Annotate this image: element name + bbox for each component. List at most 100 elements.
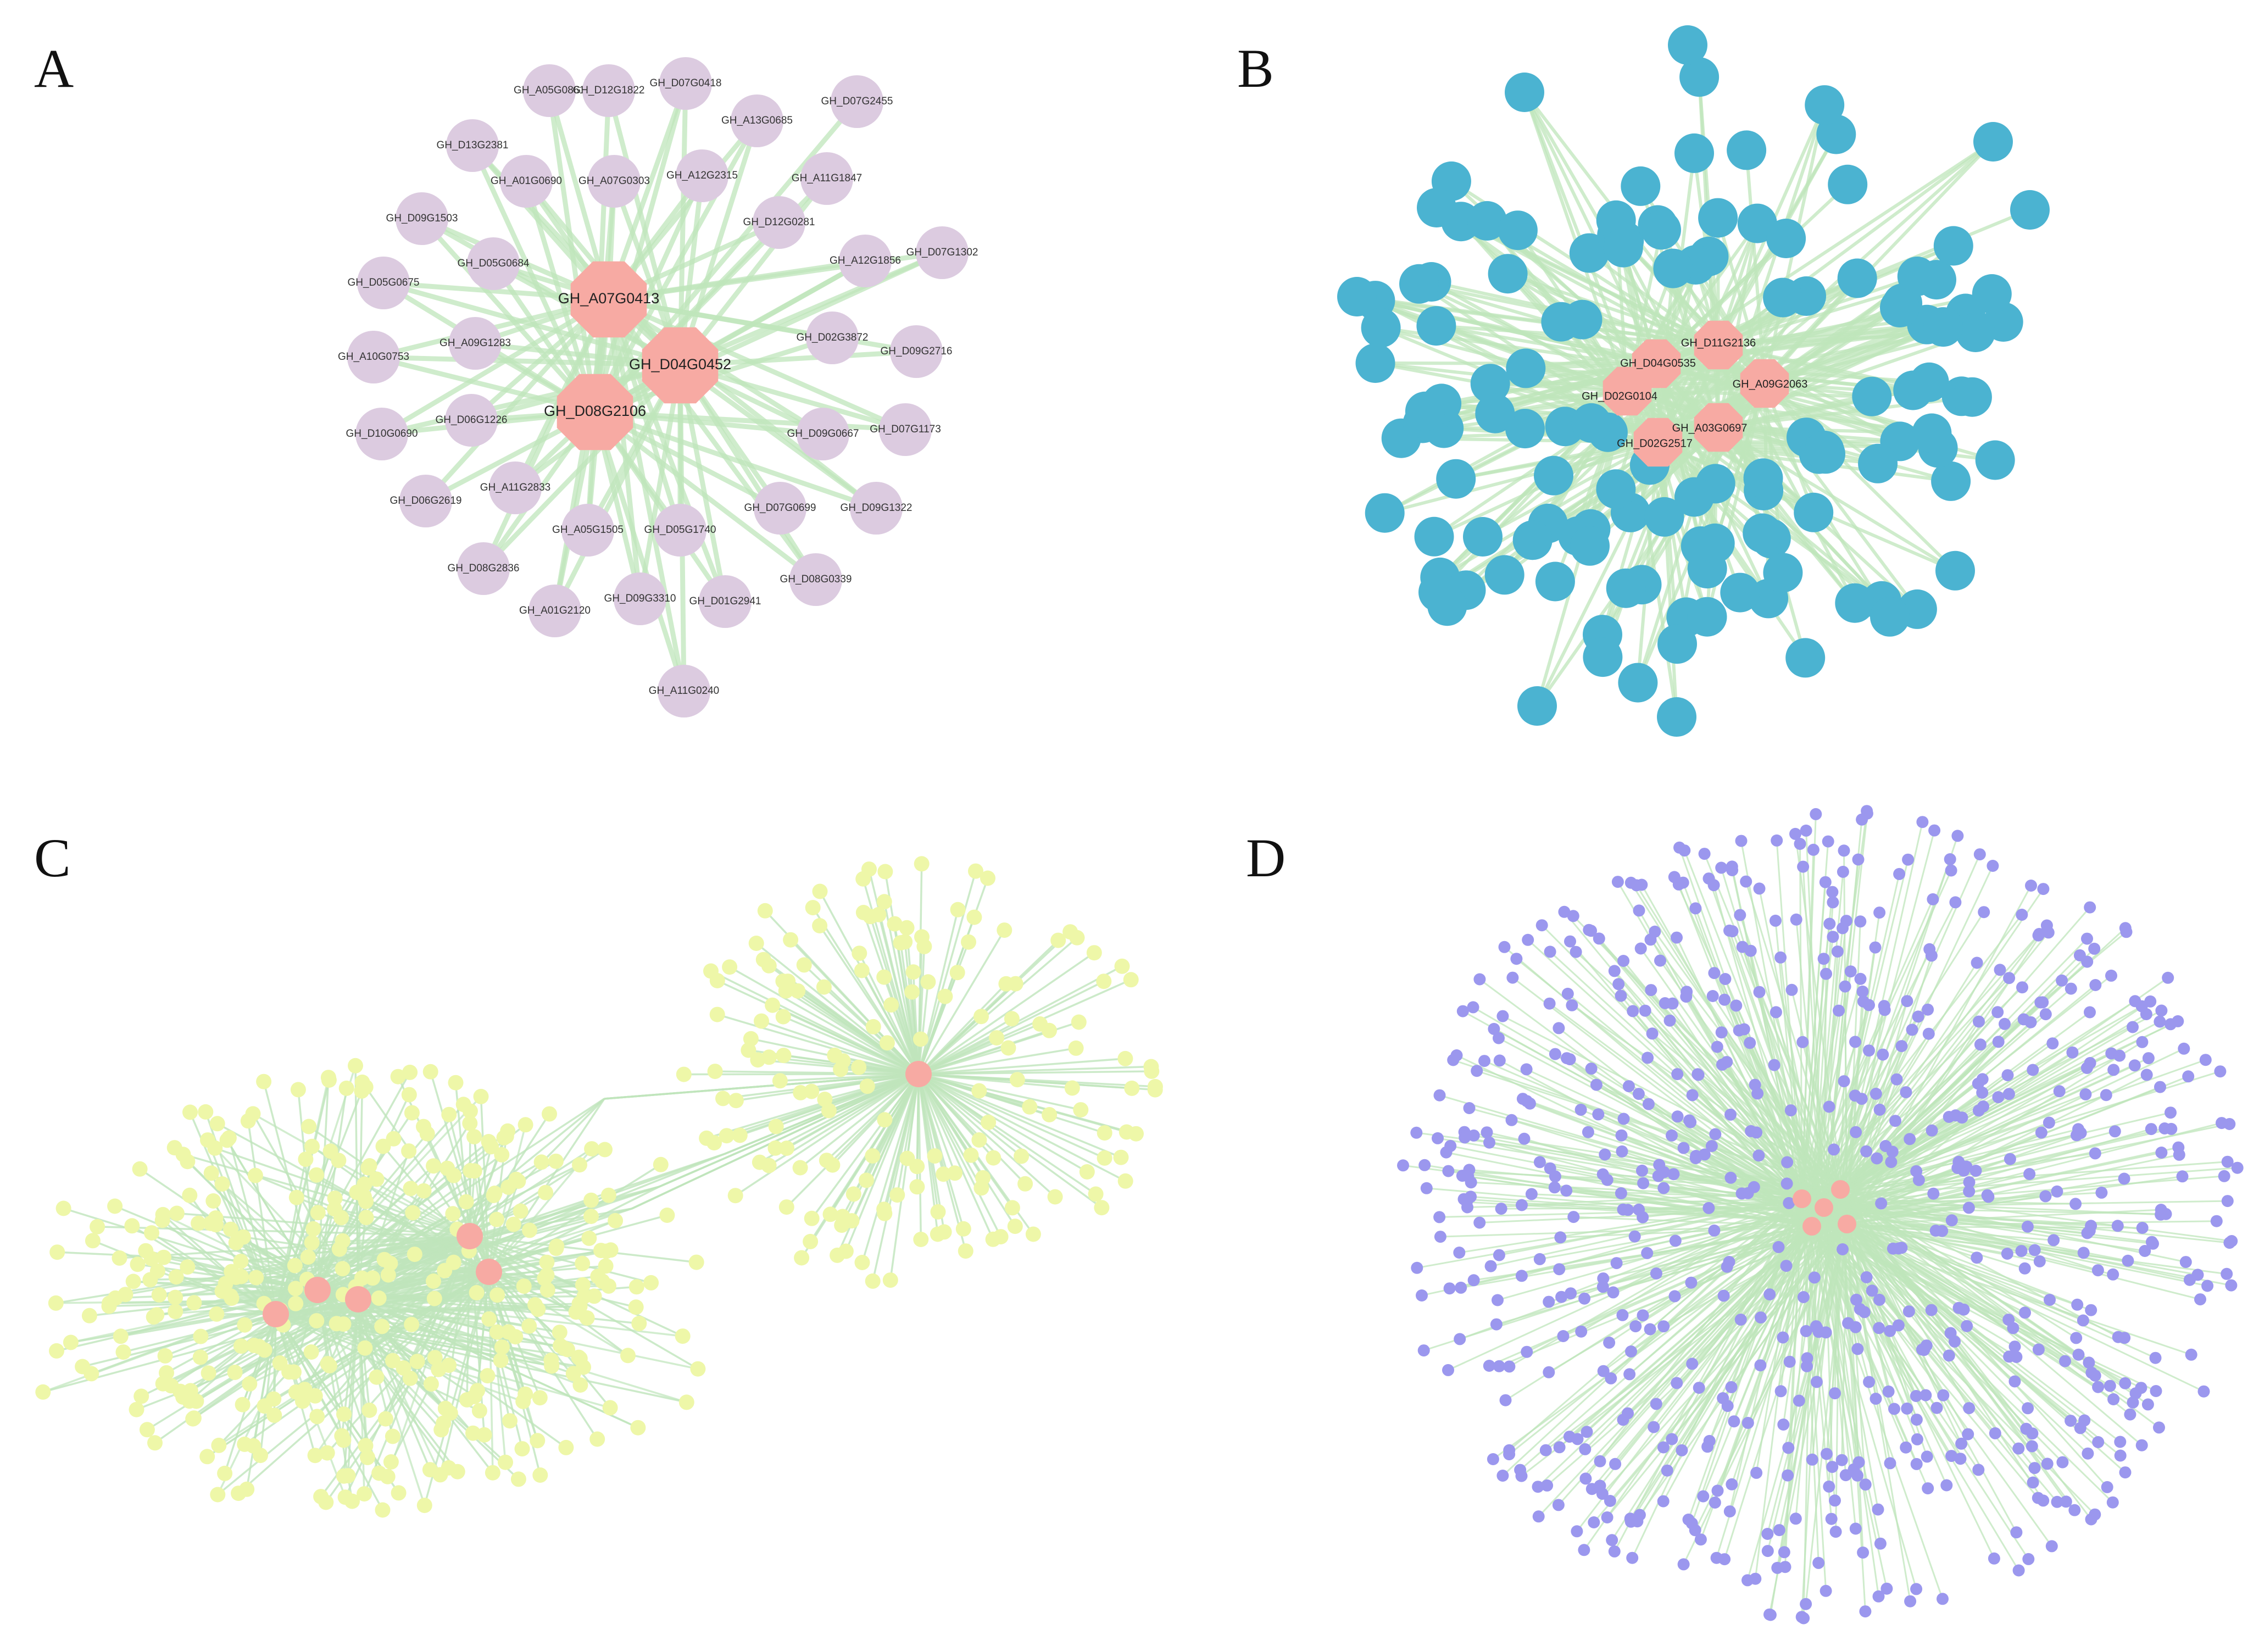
panel-d-gene-node [1863, 1376, 1876, 1388]
panel-d-gene-node [2231, 1161, 2244, 1174]
panel-c-gene-node [233, 1254, 249, 1269]
network-edge [729, 966, 919, 1075]
panel-d-gene-node [2165, 1106, 2177, 1119]
panel-c-gene-node [955, 1221, 971, 1237]
panel-d-gene-node [1698, 848, 1711, 860]
panel-c-gene-node [631, 1316, 647, 1331]
network-edge [480, 1096, 490, 1272]
panel-c-gene-node [401, 1087, 417, 1103]
panel-d-gene-node [1927, 1187, 1940, 1200]
network-edge [1749, 1042, 1803, 1199]
network-edge [917, 1073, 939, 1212]
panel-d-gene-node [1532, 1510, 1545, 1523]
network-edge [1524, 1138, 1812, 1227]
panel-c-gene-node [930, 1204, 946, 1220]
network-edge [1763, 306, 1901, 385]
panel-d-gene-node [1882, 1385, 1895, 1398]
panel-d-gene-node [1543, 1295, 1555, 1308]
panel-d-gene-node [1900, 1086, 1912, 1099]
panel-d-gene-node [1793, 1394, 1805, 1407]
panel-c-gene-node [361, 1403, 377, 1418]
panel-c-gene-node [522, 1222, 537, 1238]
network-edge [606, 299, 687, 692]
panel-c-gene-node [854, 1255, 870, 1270]
panel-d-gene-node [1963, 1402, 1976, 1415]
panel-a-gene-label: GH_A12G2315 [666, 170, 738, 181]
panel-b-gene-node [1743, 513, 1783, 553]
panel-d-gene-node [2225, 1279, 2238, 1292]
panel-c-gene-node [845, 1186, 861, 1202]
panel-d-gene-node [1854, 1303, 1866, 1315]
panel-d-gene-node [1785, 983, 1798, 996]
panel-d-gene-node [2008, 1340, 2021, 1353]
panel-d-gene-node [1851, 1343, 1864, 1355]
panel-d-gene-node [2089, 1147, 2101, 1160]
panel-c-gene-node [620, 1348, 636, 1364]
panel-d-gene-node [1849, 1522, 1862, 1535]
panel-b-gene-node [2010, 190, 2050, 230]
panel-c-gene-node [930, 1226, 945, 1242]
panel-d-gene-node [1869, 941, 1882, 954]
network-edge [918, 1017, 1012, 1075]
panel-d-gene-node [2070, 1332, 2083, 1344]
panel-d-gene-node [1521, 1345, 1533, 1358]
panel-d-gene-node [1608, 1545, 1621, 1558]
panel-c-gene-node [402, 1064, 418, 1080]
panel-c-gene-node [217, 1465, 233, 1481]
panel-c-gene-node [245, 1106, 261, 1122]
panel-c-gene-node [539, 1282, 555, 1298]
panel-c-hub-node [476, 1259, 502, 1285]
network-edge [918, 978, 1132, 1075]
panel-d-gene-node [2101, 1481, 2113, 1493]
panel-c-gene-node [804, 1210, 820, 1226]
panel-d-gene-node [1493, 1054, 1506, 1067]
panel-c-gene-node [369, 1171, 385, 1187]
panel-c-gene-node [913, 1232, 929, 1247]
panel-a-gene-label: GH_D09G1503 [386, 213, 458, 224]
network-edge [1776, 840, 1803, 1199]
panel-c-gene-node [281, 1364, 297, 1380]
panel-c-gene-node [133, 1388, 149, 1404]
panel-b-gene-node [1912, 413, 1952, 453]
panel-d-gene-node [2221, 1195, 2234, 1208]
panel-d-gene-node [1718, 993, 1731, 1006]
panel-d-gene-node [1646, 1027, 1659, 1040]
network-edge [819, 925, 920, 1075]
panel-d-gene-node [1624, 876, 1637, 889]
panel-b-gene-node [1794, 492, 1834, 532]
panel-d-gene-node [2077, 1314, 2089, 1327]
panel-c-gene-node [949, 965, 965, 981]
network-edge [714, 1073, 919, 1144]
panel-d-gene-node [2106, 1496, 2119, 1509]
network-edge [275, 1314, 344, 1441]
panel-d-gene-node [2065, 982, 2077, 995]
panel-c-gene-node [489, 1324, 505, 1340]
panel-c-gene-node [727, 1188, 743, 1204]
panel-a-gene-node [850, 482, 903, 535]
panel-c-gene-node [859, 1078, 875, 1094]
panel-c-gene-node [1094, 1200, 1110, 1216]
panel-d-gene-node [1594, 1479, 1606, 1492]
panel-c-gene-node [49, 1244, 65, 1260]
panel-d-gene-node [1750, 1466, 1763, 1479]
network-edge [917, 1073, 922, 1240]
panel-d-gene-node [1676, 1444, 1688, 1456]
panel-c-gene-node [916, 938, 932, 954]
panel-d-gene-node [1535, 919, 1548, 932]
panel-d-gene-node [1849, 1036, 1861, 1048]
network-edge [1846, 1223, 2033, 1447]
network-edge [320, 1271, 490, 1498]
panel-c-gene-node [865, 1148, 881, 1164]
panel-d-gene-node [1686, 1358, 1699, 1370]
panel-c-gene-node [321, 1358, 337, 1373]
panel-d-gene-node [1533, 1253, 1546, 1265]
panel-c-gene-node [1124, 1080, 1140, 1096]
panel-d-gene-node [2027, 1476, 2039, 1489]
panel-c-gene-node [500, 1324, 516, 1340]
network-edge [1479, 1206, 1824, 1224]
panel-d-gene-node [1969, 1165, 1982, 1177]
panel-d-gene-node [1856, 813, 1868, 826]
panel-c-gene-node [248, 1270, 264, 1286]
panel-c-gene-node [812, 883, 828, 899]
panel-d-gene-node [2044, 1294, 2056, 1306]
